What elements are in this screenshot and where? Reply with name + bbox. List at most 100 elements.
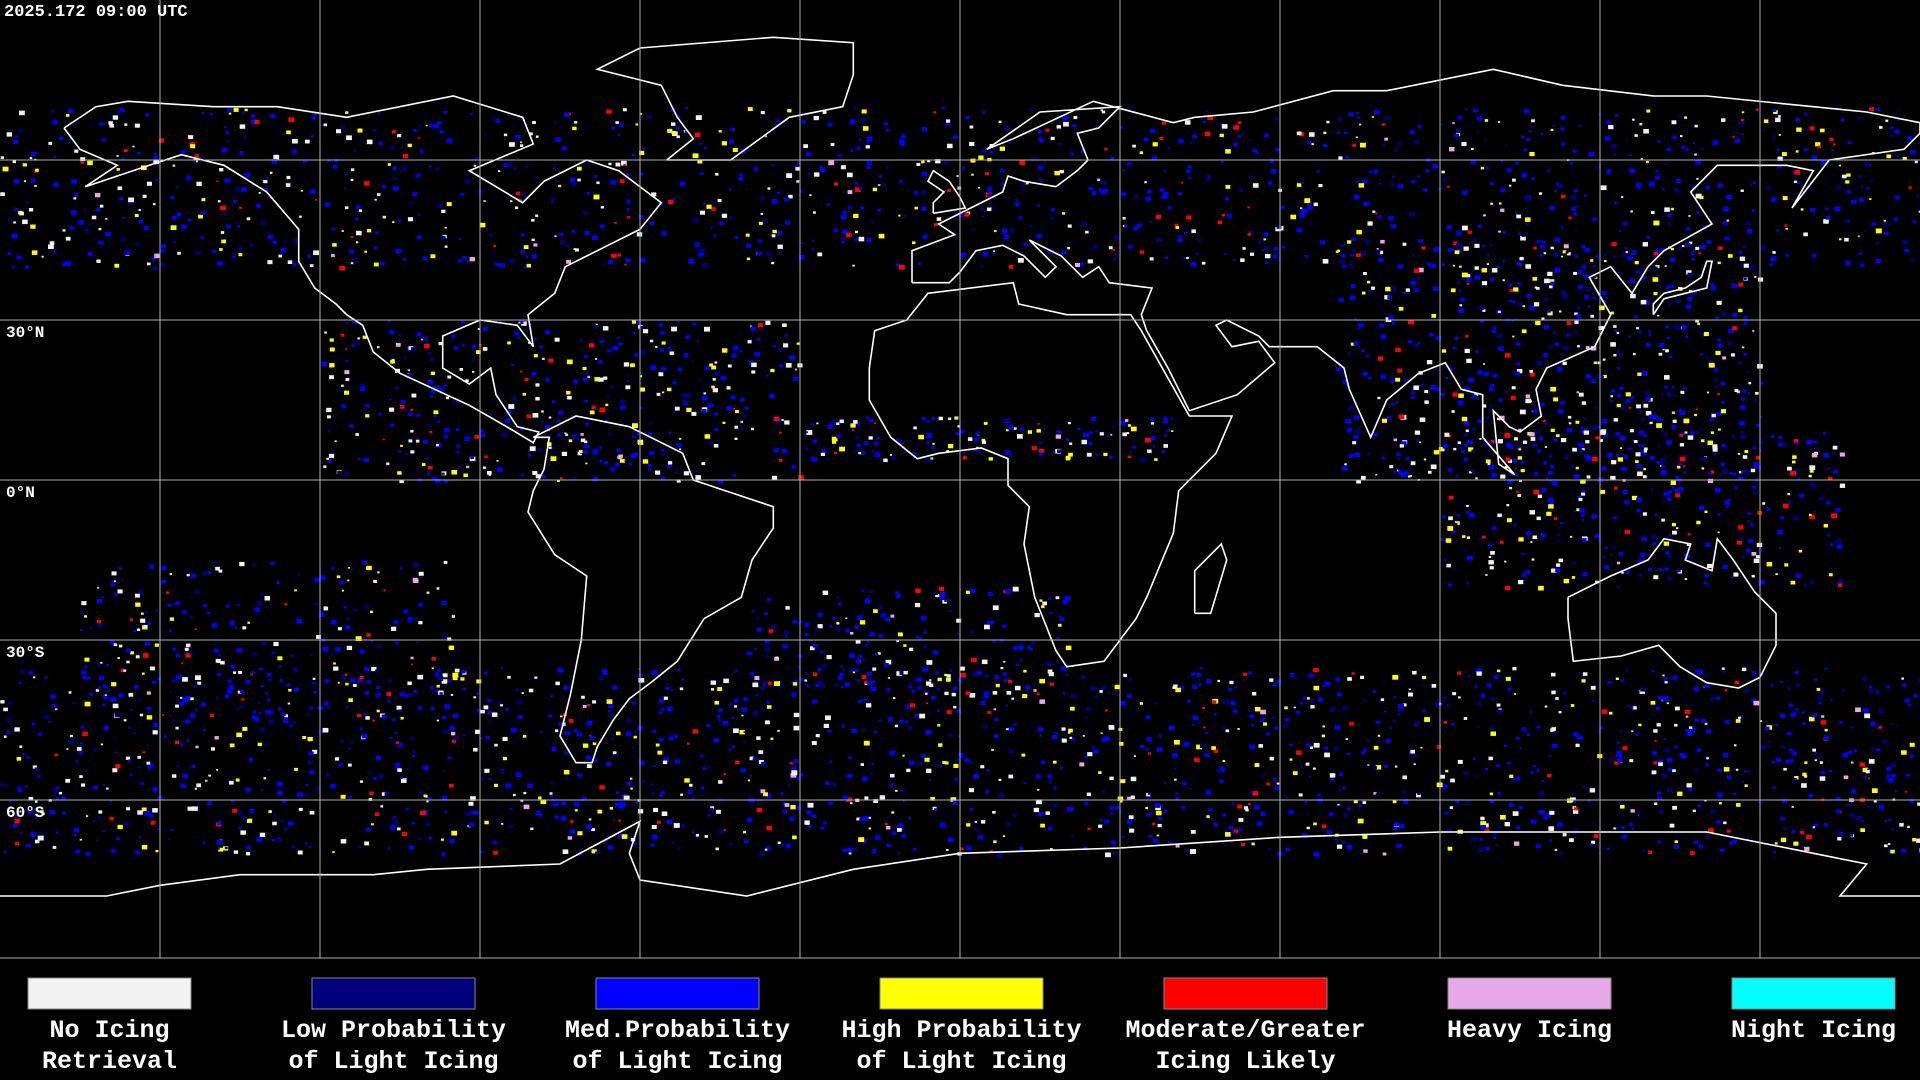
icing-pixel <box>988 457 993 461</box>
icing-pixel <box>1792 455 1797 459</box>
icing-pixel <box>345 378 350 381</box>
icing-pixel <box>807 172 811 175</box>
icing-pixel <box>18 128 23 132</box>
icing-pixel <box>1759 449 1763 452</box>
icing-pixel <box>1373 690 1377 693</box>
icing-pixel <box>1627 256 1633 261</box>
icing-pixel <box>1121 421 1127 426</box>
icing-pixel <box>473 747 478 752</box>
icing-pixel <box>529 132 533 136</box>
icing-pixel <box>766 252 772 257</box>
icing-pixel <box>378 413 382 416</box>
icing-pixel <box>1562 294 1569 300</box>
icing-pixel <box>879 795 885 800</box>
icing-pixel <box>581 796 587 801</box>
icing-pixel <box>1571 207 1577 211</box>
icing-pixel <box>1645 300 1651 305</box>
icing-pixel <box>611 126 616 130</box>
icing-pixel <box>794 759 798 762</box>
icing-pixel <box>1732 135 1735 138</box>
icing-pixel <box>315 199 317 201</box>
icing-pixel <box>1629 278 1635 283</box>
icing-pixel <box>1679 443 1684 447</box>
icing-pixel <box>649 451 655 456</box>
icing-pixel <box>192 806 198 811</box>
icing-pixel <box>860 118 866 123</box>
icing-pixel <box>660 331 665 335</box>
icing-pixel <box>1548 470 1553 475</box>
icing-pixel <box>872 680 876 684</box>
icing-pixel <box>1718 246 1723 250</box>
icing-pixel <box>1675 488 1681 494</box>
icing-pixel <box>1659 286 1662 289</box>
icing-pixel <box>305 783 309 786</box>
icing-pixel <box>329 375 334 380</box>
icing-pixel <box>413 562 420 568</box>
icing-pixel <box>426 591 430 594</box>
icing-pixel <box>1665 286 1669 289</box>
icing-pixel <box>129 618 133 621</box>
icing-pixel <box>528 688 534 693</box>
icing-pixel <box>974 437 980 442</box>
icing-pixel <box>563 770 570 775</box>
icing-pixel <box>1845 261 1851 266</box>
icing-pixel <box>1704 684 1710 689</box>
icing-pixel <box>389 398 392 401</box>
icing-pixel <box>918 262 922 265</box>
icing-pixel <box>792 835 797 840</box>
icing-pixel <box>1643 447 1648 451</box>
icing-pixel <box>382 215 386 219</box>
icing-pixel <box>34 817 37 819</box>
icing-pixel <box>1445 538 1452 543</box>
icing-pixel <box>1737 453 1741 455</box>
icing-pixel <box>1529 305 1535 310</box>
icing-pixel <box>443 560 448 564</box>
icing-pixel <box>138 590 145 596</box>
icing-pixel <box>1784 224 1788 227</box>
icing-pixel <box>1607 681 1612 685</box>
icing-pixel <box>1560 226 1564 229</box>
icing-pixel <box>1581 679 1586 683</box>
icing-pixel <box>1859 263 1865 267</box>
icing-pixel <box>828 160 835 166</box>
icing-pixel <box>341 739 344 742</box>
icing-pixel <box>1498 230 1501 233</box>
icing-pixel <box>1625 251 1629 253</box>
icing-pixel <box>841 686 844 689</box>
icing-pixel <box>1384 295 1390 300</box>
icing-pixel <box>1489 405 1493 408</box>
icing-pixel <box>703 202 706 205</box>
icing-pixel <box>134 123 140 128</box>
icing-pixel <box>304 793 309 797</box>
icing-pixel <box>443 770 446 773</box>
icing-pixel <box>1581 513 1585 517</box>
icing-pixel <box>244 108 248 112</box>
icing-pixel <box>667 387 672 392</box>
icing-pixel <box>1396 452 1401 457</box>
icing-pixel <box>330 784 336 789</box>
icing-pixel <box>1322 725 1325 728</box>
icing-pixel <box>1260 709 1266 715</box>
icing-pixel <box>501 823 504 825</box>
icing-pixel <box>1560 400 1565 405</box>
icing-pixel <box>329 347 335 352</box>
icing-pixel <box>263 179 268 184</box>
icing-pixel <box>858 452 862 455</box>
icing-pixel <box>1695 768 1699 771</box>
icing-pixel <box>1474 243 1480 248</box>
icing-pixel <box>716 714 721 718</box>
icing-pixel <box>1613 418 1618 422</box>
icing-pixel <box>657 750 663 755</box>
icing-pixel <box>947 189 951 193</box>
icing-pixel <box>511 396 517 401</box>
icing-pixel <box>598 675 604 680</box>
icing-pixel <box>1233 125 1239 130</box>
icing-pixel <box>356 230 362 236</box>
icing-pixel <box>955 432 960 436</box>
icing-pixel <box>390 359 395 364</box>
icing-pixel <box>602 326 609 331</box>
icing-pixel <box>341 589 344 592</box>
icing-pixel <box>411 821 415 825</box>
icing-pixel <box>1596 728 1602 733</box>
icing-pixel <box>383 589 386 592</box>
